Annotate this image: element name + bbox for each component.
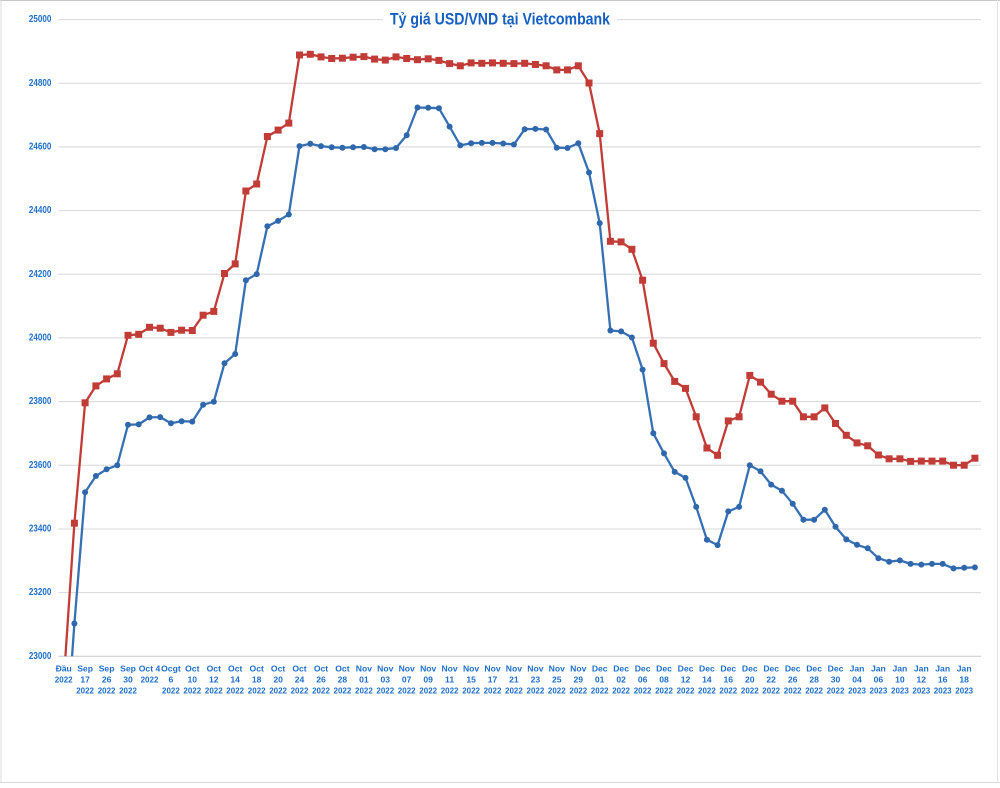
svg-text:23400: 23400 xyxy=(29,524,52,535)
svg-text:23600: 23600 xyxy=(29,460,52,471)
svg-text:24000: 24000 xyxy=(29,333,52,344)
svg-text:23800: 23800 xyxy=(29,396,52,407)
svg-text:24400: 24400 xyxy=(29,205,52,216)
svg-text:24800: 24800 xyxy=(29,78,52,89)
svg-text:24200: 24200 xyxy=(29,269,52,280)
svg-text:25000: 25000 xyxy=(29,14,52,25)
svg-text:Tỷ giá USD/VND tại Vietcombank: Tỷ giá USD/VND tại Vietcombank xyxy=(390,10,611,28)
svg-text:23000: 23000 xyxy=(29,651,52,662)
svg-text:24600: 24600 xyxy=(29,142,52,153)
svg-text:23200: 23200 xyxy=(29,587,52,598)
